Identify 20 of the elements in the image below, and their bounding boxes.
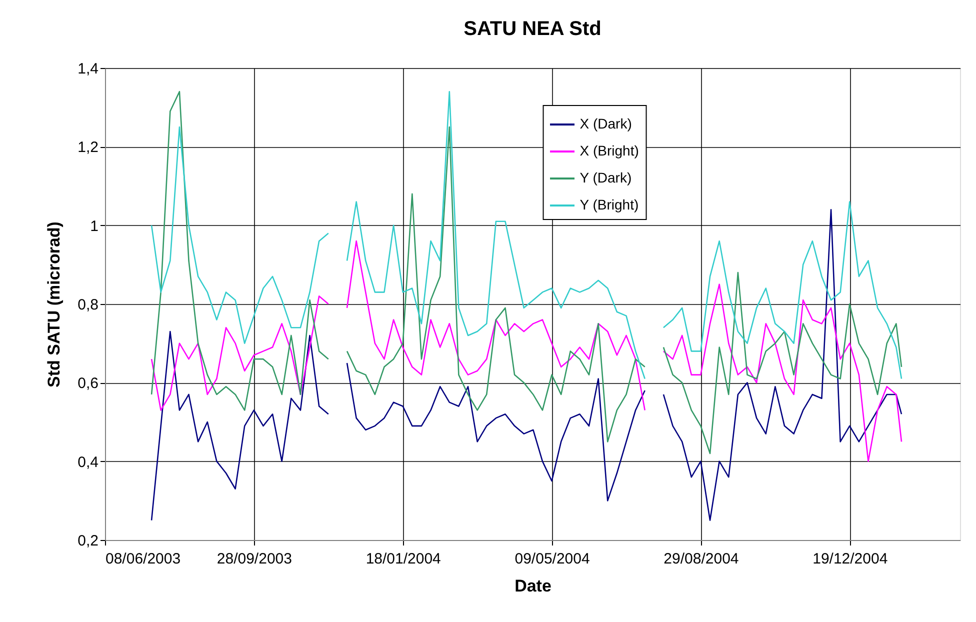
x-tick-label: 28/09/2003	[216, 550, 292, 568]
x-tick-label: 08/06/2003	[106, 550, 181, 568]
x-tick-label: 18/01/2004	[366, 550, 441, 568]
y-tick-label: 0,6	[78, 375, 98, 392]
y-tick-label: 1	[90, 218, 98, 235]
y-tick-label: 0,8	[78, 296, 98, 314]
x-tick-label: 19/12/2004	[812, 550, 888, 568]
chart-title: SATU NEA Std	[464, 18, 602, 40]
legend-label: Y (Dark)	[580, 170, 632, 186]
y-axis-title: Std SATU (microrad)	[44, 222, 64, 388]
legend-label: X (Bright)	[580, 142, 639, 158]
legend-label: Y (Bright)	[580, 196, 639, 212]
x-axis-title: Date	[514, 576, 552, 596]
y-tick-label: 1,4	[78, 60, 98, 78]
x-tick-label: 09/05/2004	[514, 550, 590, 568]
y-tick-label: 0,2	[78, 532, 98, 550]
legend-label: X (Dark)	[580, 116, 632, 132]
y-tick-label: 0,4	[78, 454, 98, 471]
y-tick-label: 1,2	[78, 139, 98, 156]
x-tick-label: 29/08/2004	[664, 550, 739, 568]
